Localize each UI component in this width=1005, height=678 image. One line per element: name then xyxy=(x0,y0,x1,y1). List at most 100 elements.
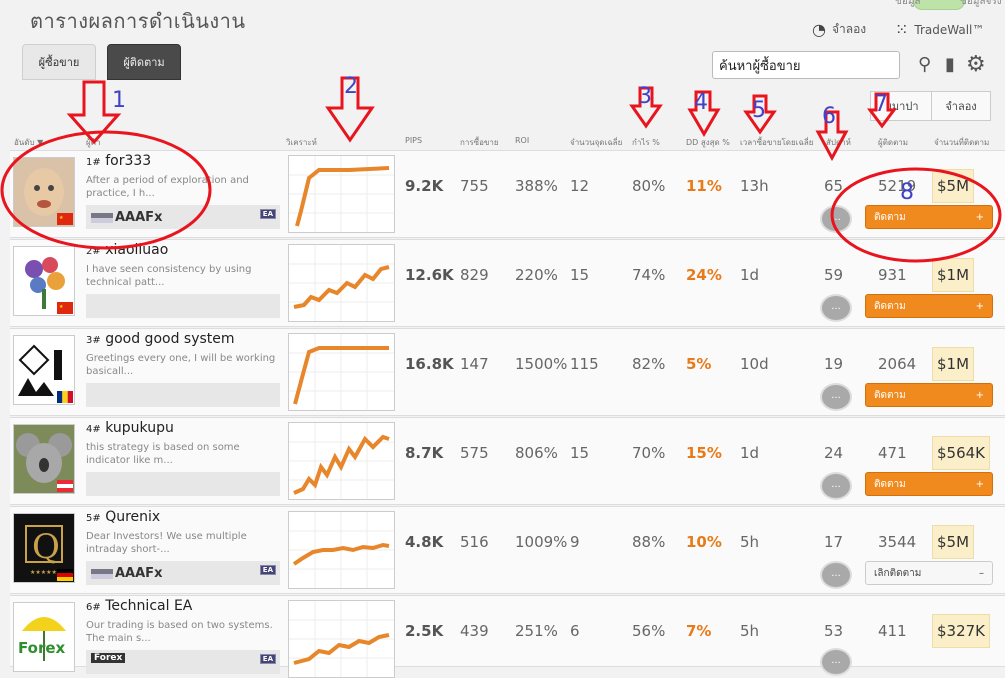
pips-value: 4.8K xyxy=(405,533,444,551)
plus-icon: + xyxy=(975,211,984,223)
table-row[interactable]: Q ★★★★★ 5# Qurenix Dear Investors! We use… xyxy=(10,506,1005,594)
col-time[interactable]: เวลาซื้อขายโดยเฉลี่ย xyxy=(740,138,814,147)
china-flag-icon: ★ xyxy=(57,302,73,314)
ea-badge: EA xyxy=(259,654,276,664)
simulate-link[interactable]: ◔ จำลอง xyxy=(812,20,867,39)
col-pips[interactable]: PIPS xyxy=(405,136,423,145)
performance-chart[interactable] xyxy=(288,244,395,322)
chat-button[interactable]: ... xyxy=(820,294,852,322)
weeks-value: 19 xyxy=(824,355,844,373)
table-row[interactable]: Forex 6# Technical EA Our trading is bas… xyxy=(10,595,1005,678)
china-flag-icon: ★ xyxy=(57,213,73,225)
performance-chart[interactable] xyxy=(288,422,395,500)
broker-badge xyxy=(86,383,280,407)
col-weeks[interactable]: สัปดาห์ xyxy=(826,138,851,147)
table-row[interactable]: ★ 2# xiaoliuao I have seen consistency b… xyxy=(10,239,1005,327)
follow-button[interactable]: ติดตาม + xyxy=(865,383,993,407)
svg-text:★: ★ xyxy=(59,304,64,310)
trader-description: Greetings every one, I will be working b… xyxy=(86,353,276,377)
trader-name[interactable]: 3# good good system xyxy=(86,331,235,347)
performance-chart[interactable] xyxy=(288,600,395,678)
trader-name[interactable]: 2# xiaoliuao xyxy=(86,242,169,258)
toggle-right-label: ข้อมูลจริง xyxy=(960,0,1002,7)
time-value: 1d xyxy=(740,444,760,462)
trader-name[interactable]: 4# kupukupu xyxy=(86,420,174,436)
col-trades[interactable]: การซื้อขาย xyxy=(460,138,499,147)
avatar[interactable]: Forex xyxy=(13,602,75,672)
avatar[interactable]: ★ xyxy=(13,246,75,316)
amount-badge: $5M xyxy=(932,525,975,559)
segment-simulate[interactable]: จำลอง xyxy=(931,91,991,121)
trades-value: 516 xyxy=(460,533,489,551)
performance-chart[interactable] xyxy=(288,333,395,411)
win-value: 74% xyxy=(632,266,666,284)
table-row[interactable]: 3# good good system Greetings every one,… xyxy=(10,328,1005,416)
tradewall-link[interactable]: ⁙ TradeWall™ xyxy=(895,20,985,39)
annotation-number: 4 xyxy=(694,90,708,115)
roi-value: 220% xyxy=(515,266,558,284)
minus-icon: – xyxy=(979,567,984,579)
annotation-number: 8 xyxy=(900,180,914,205)
follow-button[interactable]: ติดตาม + xyxy=(865,472,993,496)
search-traders-input[interactable] xyxy=(712,51,900,79)
roi-value: 806% xyxy=(515,444,558,462)
chat-button[interactable]: ... xyxy=(820,561,852,589)
trader-name[interactable]: 1# for333 xyxy=(86,153,152,169)
pips-value: 12.6K xyxy=(405,266,454,284)
chat-button[interactable]: ... xyxy=(820,648,852,676)
col-avg-pips[interactable]: จำนวนจุดเฉลี่ย xyxy=(570,138,623,147)
plus-icon: + xyxy=(975,478,984,490)
col-dd[interactable]: DD สูงสุด % xyxy=(686,138,730,147)
grid-dots-icon: ⁙ xyxy=(895,20,909,39)
tab-followers[interactable]: ผู้ติดตาม xyxy=(107,44,181,80)
performance-chart[interactable] xyxy=(288,511,395,589)
chat-button[interactable]: ... xyxy=(820,472,852,500)
avatar[interactable] xyxy=(13,424,75,494)
trades-value: 829 xyxy=(460,266,489,284)
unfollow-button[interactable]: เลิกติดตาม – xyxy=(865,561,993,585)
svg-text:★: ★ xyxy=(59,215,64,221)
avatar[interactable] xyxy=(13,335,75,405)
time-value: 1d xyxy=(740,266,760,284)
gear-icon[interactable]: ⚙ xyxy=(966,52,986,77)
col-chart[interactable]: วิเคราะห์ xyxy=(286,138,317,147)
followers-value: 3544 xyxy=(878,533,917,551)
bookmark-icon[interactable]: ▮ xyxy=(945,54,955,75)
col-win[interactable]: กำไร % xyxy=(632,138,660,147)
col-rank[interactable]: อันดับ ▼ xyxy=(14,138,44,147)
trader-name[interactable]: 5# Qurenix xyxy=(86,509,161,525)
broker-badge xyxy=(86,472,280,496)
avatar[interactable]: Q ★★★★★ xyxy=(13,513,75,583)
table-row[interactable]: ★ 1# for333 After a period of exploratio… xyxy=(10,150,1005,238)
time-value: 10d xyxy=(740,355,769,373)
toggle-left-label: ข้อมูล xyxy=(895,0,921,7)
win-value: 80% xyxy=(632,177,666,195)
dd-value: 15% xyxy=(686,444,722,462)
chat-button[interactable]: ... xyxy=(820,205,852,233)
aaafx-logo-icon xyxy=(91,568,113,579)
chat-button[interactable]: ... xyxy=(820,383,852,411)
col-roi[interactable]: ROI xyxy=(515,136,530,145)
location-pin-icon[interactable]: ⚲ xyxy=(918,54,932,75)
col-followers[interactable]: ผู้ติดตาม xyxy=(878,138,909,147)
follow-button[interactable]: ติดตาม + xyxy=(865,294,993,318)
plus-icon: + xyxy=(975,389,984,401)
ea-badge: EA xyxy=(259,565,276,575)
followers-value: 471 xyxy=(878,444,907,462)
table-row[interactable]: 4# kupukupu this strategy is based on so… xyxy=(10,417,1005,505)
avg-pips-value: 9 xyxy=(570,533,580,551)
col-name[interactable]: ผู้ค้า xyxy=(86,138,101,147)
trader-description: After a period of exploration and practi… xyxy=(86,175,249,199)
page-title: ตารางผลการดำเนินงาน xyxy=(30,9,246,33)
col-amount[interactable]: จำนวนที่ติดตาม xyxy=(934,138,990,147)
annotation-number: 2 xyxy=(344,74,358,99)
avatar[interactable]: ★ xyxy=(13,157,75,227)
amount-badge: $1M xyxy=(932,347,975,381)
annotation-number: 6 xyxy=(822,104,836,129)
avg-pips-value: 6 xyxy=(570,622,580,640)
follow-button[interactable]: ติดตาม + xyxy=(865,205,993,229)
trader-name[interactable]: 6# Technical EA xyxy=(86,598,193,614)
win-value: 88% xyxy=(632,533,666,551)
tab-traders[interactable]: ผู้ซื้อขาย xyxy=(22,44,96,80)
performance-chart[interactable] xyxy=(288,155,395,233)
